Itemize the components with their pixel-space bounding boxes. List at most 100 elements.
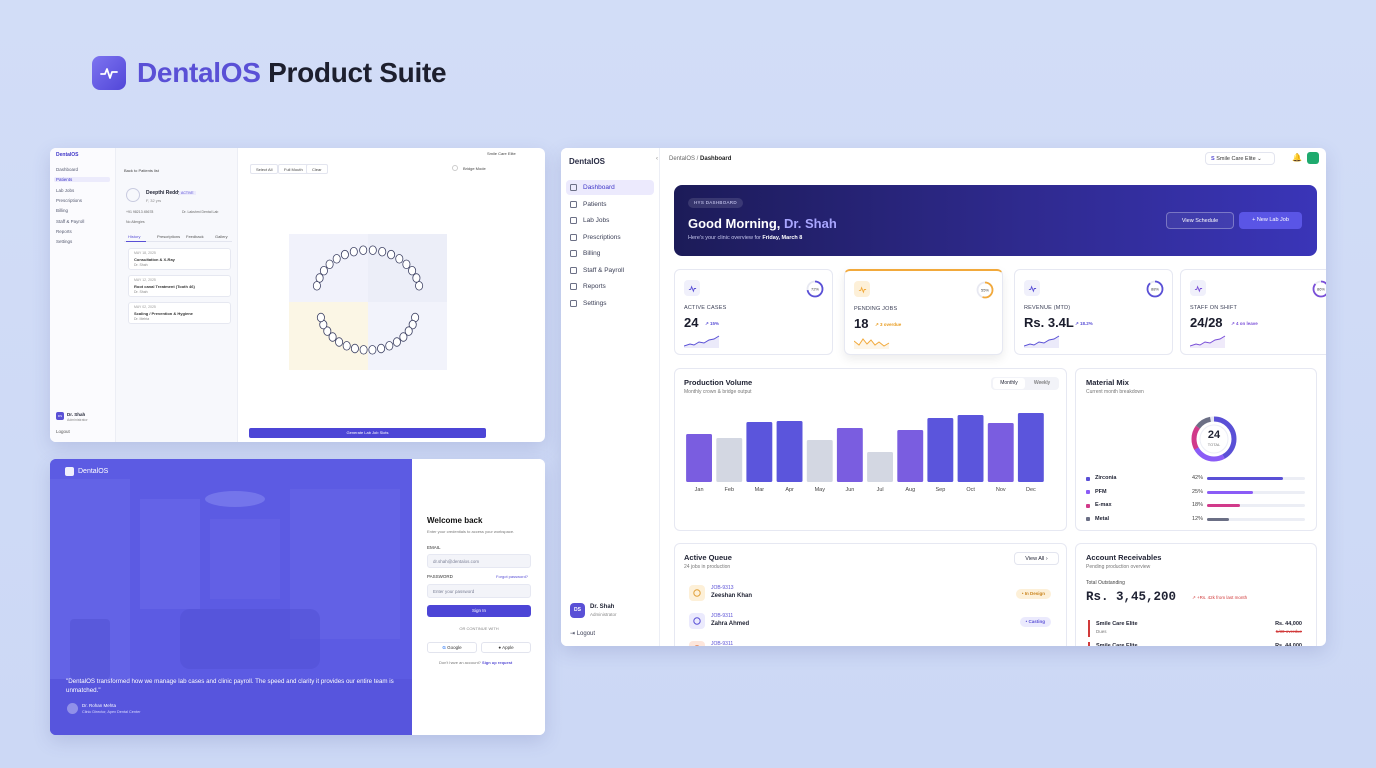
tooth[interactable] bbox=[399, 332, 408, 342]
bar-mar[interactable] bbox=[746, 422, 773, 482]
history-item[interactable]: MAY 18, 2025 Consultation & X-Ray Dr. Shah bbox=[128, 248, 231, 270]
tab-feedback[interactable]: Feedback bbox=[186, 234, 204, 239]
tooth[interactable] bbox=[392, 337, 401, 347]
queue-row[interactable]: JOB-9311 Zahra Ahmed • Casting bbox=[689, 610, 1059, 634]
sidebar-item-settings[interactable]: Settings bbox=[566, 296, 654, 311]
tooth[interactable] bbox=[404, 326, 413, 336]
tooth[interactable] bbox=[377, 343, 386, 354]
view-schedule-button[interactable]: View Schedule bbox=[1166, 212, 1234, 229]
bar-nov[interactable] bbox=[987, 423, 1014, 482]
tooth[interactable] bbox=[412, 273, 421, 283]
back-link[interactable]: Back to Patients list bbox=[124, 168, 159, 173]
bar-may[interactable] bbox=[806, 440, 833, 482]
monthly-tab[interactable]: Monthly bbox=[993, 378, 1025, 389]
signup-link[interactable]: Sign up request bbox=[482, 660, 513, 665]
tab-gallery[interactable]: Gallery bbox=[215, 234, 228, 239]
donut-slice-zirconia[interactable] bbox=[1191, 416, 1237, 462]
kpi-card[interactable]: 55% PENDING JOBS 18 ↗ 3 overdue bbox=[844, 269, 1003, 355]
tooth[interactable] bbox=[316, 312, 325, 323]
sidebar-item-staff-payroll[interactable]: Staff & Payroll bbox=[56, 218, 85, 224]
tooth[interactable] bbox=[385, 341, 394, 351]
bar-jan[interactable] bbox=[686, 434, 712, 482]
tooth[interactable] bbox=[342, 341, 351, 351]
bar-sep[interactable] bbox=[927, 418, 954, 482]
tab-prescriptions[interactable]: Prescriptions bbox=[157, 234, 181, 239]
receivable-clinic[interactable]: Smile Care Elite bbox=[1096, 621, 1138, 627]
bar-apr[interactable] bbox=[776, 421, 803, 482]
kpi-card[interactable]: 72% ACTIVE CASES 24 ↗ 15% bbox=[674, 269, 833, 355]
sidebar-item-prescriptions[interactable]: Prescriptions bbox=[56, 197, 83, 203]
sidebar-item-reports[interactable]: Reports bbox=[566, 279, 654, 294]
google-button[interactable]: G Google bbox=[427, 642, 477, 653]
tooth[interactable] bbox=[319, 266, 328, 276]
tooth[interactable] bbox=[408, 319, 417, 330]
tooth[interactable] bbox=[323, 326, 332, 336]
new-lab-job-button[interactable]: + New Lab Job bbox=[1239, 212, 1302, 229]
kpi-card[interactable]: 86% STAFF ON SHIFT 24/28 ↗ 4 on leave bbox=[1180, 269, 1326, 355]
tooth[interactable] bbox=[408, 266, 417, 276]
tooth[interactable] bbox=[368, 345, 377, 355]
tooth[interactable] bbox=[359, 245, 368, 255]
tooth[interactable] bbox=[349, 247, 358, 257]
password-field[interactable]: Enter your password bbox=[427, 584, 531, 598]
tooth-chart[interactable] bbox=[289, 234, 447, 370]
sidebar-item-patients[interactable]: Patients bbox=[54, 177, 110, 183]
view-all-button[interactable]: View All › bbox=[1014, 552, 1059, 565]
sidebar-item-billing[interactable]: Billing bbox=[566, 246, 654, 261]
tooth[interactable] bbox=[315, 273, 324, 283]
sidebar-item-billing[interactable]: Billing bbox=[56, 208, 69, 214]
tooth[interactable] bbox=[340, 249, 349, 260]
donut-slice-e-max[interactable] bbox=[1191, 416, 1237, 462]
sidebar-item-reports[interactable]: Reports bbox=[56, 228, 72, 234]
bar-aug[interactable] bbox=[897, 430, 924, 482]
sidebar-item-staff-payroll[interactable]: Staff & Payroll bbox=[566, 263, 654, 278]
donut-slice-pfm[interactable] bbox=[1191, 416, 1237, 462]
sidebar-item-dashboard[interactable]: Dashboard bbox=[56, 167, 79, 172]
kpi-card[interactable]: 88% REVENUE (MTD) Rs. 3.4L ↗ 18.2% bbox=[1014, 269, 1173, 355]
tooth[interactable] bbox=[378, 247, 387, 257]
clinic-selector[interactable]: Smile Care Elite bbox=[487, 151, 516, 156]
clear-button[interactable]: Clear bbox=[306, 164, 328, 174]
bar-jul[interactable] bbox=[867, 452, 893, 482]
full-mouth-button[interactable]: Full Mouth bbox=[278, 164, 309, 174]
tooth[interactable] bbox=[312, 281, 321, 291]
receivable-clinic[interactable]: Smile Care Elite bbox=[1096, 643, 1138, 646]
history-item[interactable]: MAY 02, 2025 Scaling / Prevention & Hygie… bbox=[128, 302, 231, 324]
tab-history[interactable]: History bbox=[128, 234, 141, 239]
generate-slots-button[interactable]: Generate Lab Job Slots bbox=[249, 428, 486, 438]
queue-row[interactable]: JOB-9313 Zeeshan Khan • In Design bbox=[689, 582, 1059, 606]
tooth[interactable] bbox=[402, 259, 411, 270]
logout-link[interactable]: Logout bbox=[56, 429, 70, 434]
sign-in-button[interactable]: Sign In bbox=[427, 605, 531, 617]
sidebar-item-prescriptions[interactable]: Prescriptions bbox=[566, 230, 654, 245]
queue-row[interactable]: JOB-9311 bbox=[689, 638, 1059, 646]
select-all-button[interactable]: Select All bbox=[250, 164, 279, 174]
tooth[interactable] bbox=[332, 254, 341, 264]
sidebar-item-patients[interactable]: Patients bbox=[566, 197, 654, 212]
profile-avatar[interactable] bbox=[1307, 152, 1319, 164]
apple-button[interactable]: ● Apple bbox=[481, 642, 531, 653]
forgot-password-link[interactable]: Forgot password? bbox=[496, 574, 529, 579]
weekly-tab[interactable]: Weekly bbox=[1033, 380, 1051, 386]
bridge-toggle[interactable] bbox=[452, 165, 458, 171]
tooth[interactable] bbox=[415, 281, 424, 291]
tooth[interactable] bbox=[395, 254, 404, 264]
tooth[interactable] bbox=[325, 259, 334, 270]
tooth[interactable] bbox=[328, 332, 337, 342]
sidebar-item-lab-jobs[interactable]: Lab Jobs bbox=[56, 187, 75, 193]
sidebar-item-lab-jobs[interactable]: Lab Jobs bbox=[566, 213, 654, 228]
bar-feb[interactable] bbox=[716, 438, 743, 482]
email-field[interactable]: dr.shah@dentalos.com bbox=[427, 554, 531, 568]
history-item[interactable]: MAY 12, 2025 Root canal Treatment (Tooth … bbox=[128, 275, 231, 297]
bar-jun[interactable] bbox=[836, 428, 863, 482]
tooth[interactable] bbox=[387, 249, 396, 260]
clinic-selector[interactable]: S Smile Care Elite ⌄ bbox=[1205, 152, 1275, 165]
bar-oct[interactable] bbox=[957, 415, 984, 482]
breadcrumb-root[interactable]: DentalOS bbox=[669, 156, 696, 162]
bar-dec[interactable] bbox=[1017, 413, 1044, 482]
sidebar-item-dashboard[interactable]: Dashboard bbox=[566, 180, 654, 195]
tooth[interactable] bbox=[359, 345, 368, 355]
bell-icon[interactable]: 🔔 bbox=[1292, 153, 1302, 162]
tooth[interactable] bbox=[335, 337, 344, 347]
logout-button[interactable]: ⇥ Logout bbox=[570, 630, 595, 637]
